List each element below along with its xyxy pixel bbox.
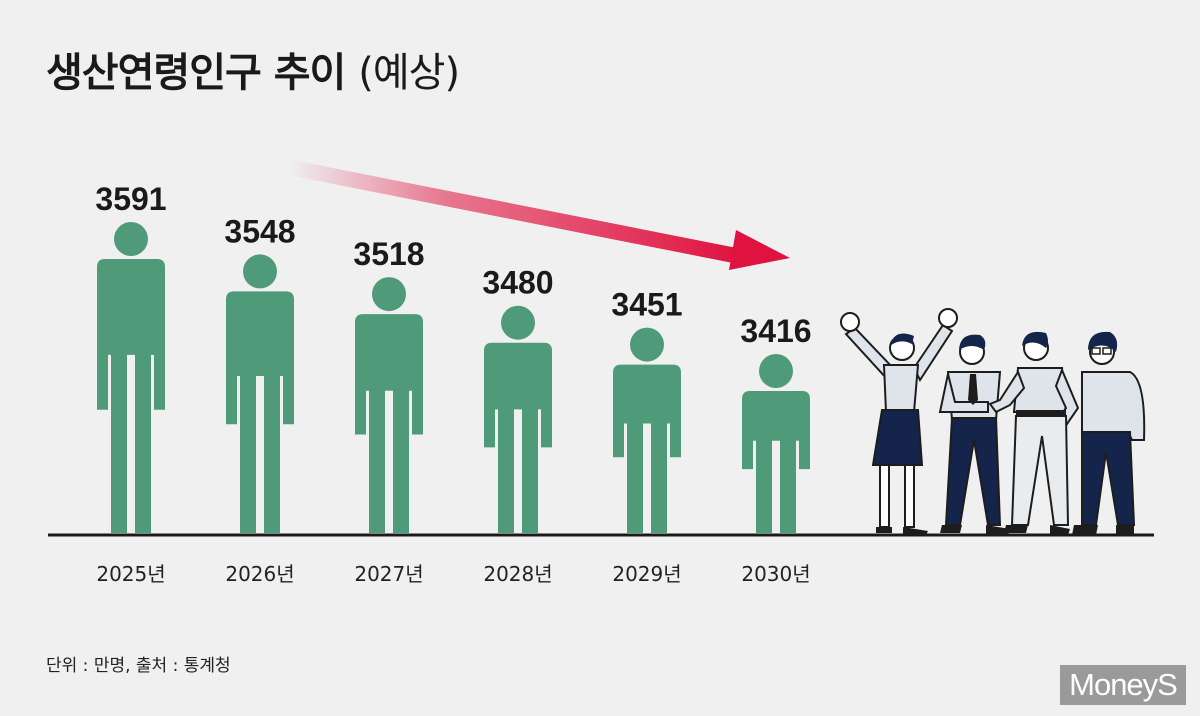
- woman-cheering-figure: [840, 308, 958, 535]
- person-figure-5: [613, 327, 681, 533]
- person-figure-4: [484, 305, 552, 533]
- person-figure-3: [355, 277, 423, 533]
- moneys-logo: MoneyS: [1060, 665, 1186, 705]
- value-label: 3518: [353, 236, 424, 272]
- value-label: 3451: [611, 287, 682, 323]
- year-label: 2028년: [483, 562, 552, 586]
- value-label: 3416: [740, 313, 811, 349]
- year-label: 2029년: [612, 562, 681, 586]
- chart-title-main: 생산연령인구 추이: [46, 50, 346, 96]
- trend-arrow: [288, 160, 790, 270]
- value-label: 3548: [224, 213, 295, 249]
- value-label: 3480: [482, 265, 553, 301]
- year-label: 2027년: [354, 562, 423, 586]
- chart-title: 생산연령인구 추이 (예상): [46, 40, 460, 98]
- chart-title-sub: (예상): [358, 50, 460, 96]
- year-label: 2030년: [741, 562, 810, 586]
- man-light-shirt-figure: [988, 331, 1080, 535]
- person-figure-2: [226, 254, 294, 533]
- person-figure-1: [97, 222, 165, 533]
- person-figure-6: [742, 354, 810, 533]
- source-note: 단위 : 만명, 출처 : 통계청: [46, 656, 231, 676]
- man-with-tie-figure: [938, 334, 1010, 535]
- people-illustration: [840, 308, 1146, 535]
- value-label: 3591: [95, 181, 166, 217]
- year-label: 2026년: [225, 562, 294, 586]
- man-with-glasses-figure: [1072, 331, 1146, 535]
- year-label: 2025년: [96, 562, 165, 586]
